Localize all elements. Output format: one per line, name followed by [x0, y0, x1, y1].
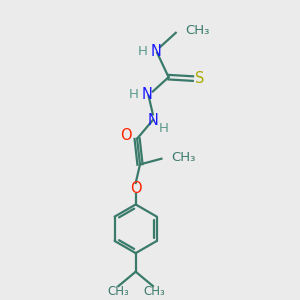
Text: O: O [120, 128, 132, 143]
Text: CH₃: CH₃ [172, 151, 196, 164]
Text: H: H [129, 88, 139, 101]
Text: N: N [147, 112, 158, 128]
Text: CH₃: CH₃ [185, 24, 209, 37]
Text: CH₃: CH₃ [143, 285, 165, 298]
Text: O: O [130, 181, 142, 196]
Text: H: H [159, 122, 169, 135]
Text: N: N [150, 44, 161, 59]
Text: S: S [194, 71, 204, 86]
Text: N: N [142, 87, 153, 102]
Text: H: H [138, 45, 148, 58]
Text: CH₃: CH₃ [108, 285, 129, 298]
